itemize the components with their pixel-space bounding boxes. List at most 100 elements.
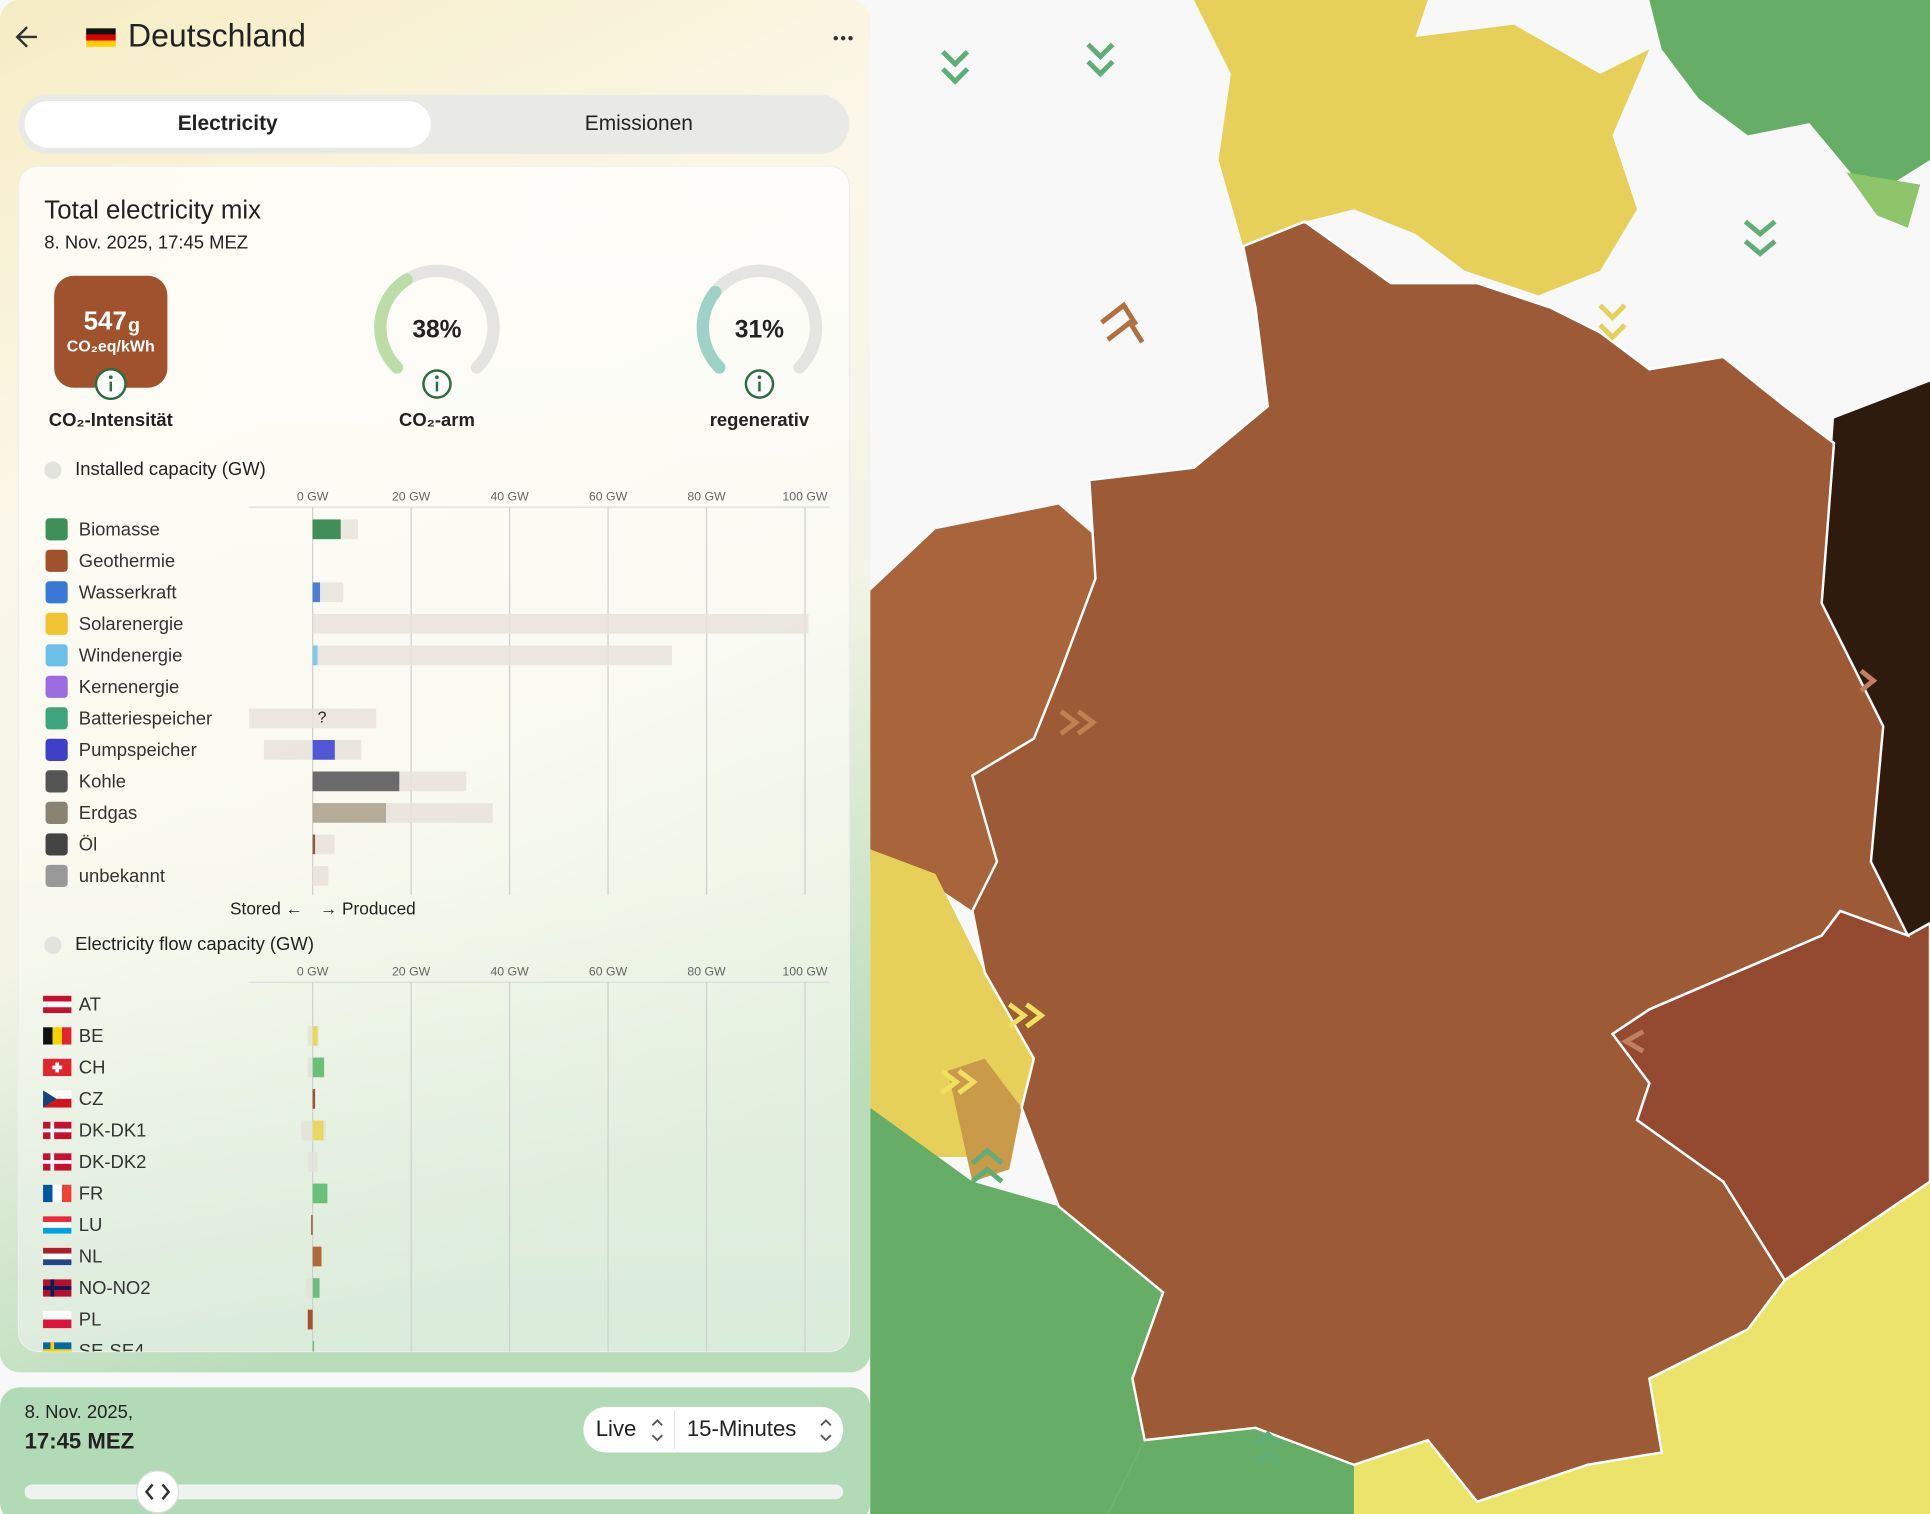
row-label: NL [79,1246,103,1267]
flag-stripe [43,1319,72,1329]
flag-stripe [43,1001,72,1008]
region-island[interactable] [1846,172,1921,228]
row-label: Geothermie [79,550,175,571]
bar [312,1246,322,1267]
bar [312,1089,316,1109]
flow-arrow [1059,709,1098,736]
row-label: Pumpspeicher [79,739,197,760]
bar [312,1183,328,1204]
region-poland[interactable] [1821,381,1930,936]
region-austria[interactable] [1353,1181,1930,1514]
source-icon [45,864,68,887]
region-sweden[interactable] [1649,0,1930,197]
x-tick-label: 0 GW [297,965,329,979]
card [17,165,850,1353]
source-icon [45,833,68,856]
x-tick-label: 80 GW [687,965,726,979]
row-label: Kohle [79,770,126,791]
info-icon[interactable] [94,368,127,401]
source-icon [45,801,68,824]
flow-arrow [1743,219,1777,257]
bar [312,1278,320,1298]
tab-label[interactable]: Electricity [178,112,278,135]
x-tick-label: 80 GW [687,490,726,504]
capacity-bar [249,708,377,729]
x-tick-label: 20 GW [392,965,431,979]
bar [312,645,318,666]
map[interactable] [870,0,1930,1514]
side-panel: Deutschland Electricity Emissionen Total… [0,0,871,1514]
row-label: Biomasse [79,518,160,539]
section-toggle[interactable] [44,461,62,479]
gauge-value: 31% [735,317,784,344]
flag-cross [52,1065,63,1070]
resolution-select[interactable]: 15-Minutes [687,1416,797,1441]
country-title: Deutschland [128,18,306,54]
flow-arrow [1100,301,1145,344]
axis-label: Stored ← [230,898,303,918]
row-label: CH [79,1057,106,1078]
x-tick-label: 20 GW [392,490,431,504]
bar [307,1309,313,1330]
capacity-bar [263,740,362,760]
row-label: Windenergie [79,644,183,665]
flow-chart: Electricity flow capacity (GW) 0 GW 20 GW 4… [43,933,830,1361]
row-label: Kernenergie [79,676,180,697]
select-icon [651,1419,663,1442]
intensity-unit: g [128,314,140,336]
x-tick-label: 60 GW [589,490,628,504]
row-label: CZ [79,1088,104,1109]
flow-arrow [1007,1002,1046,1029]
row-label: SE-SE4 [79,1340,145,1361]
flag-stripe [43,1098,72,1108]
gauge-label: regenerativ [710,409,810,430]
region-netherlands[interactable] [870,504,1102,911]
flag-cross [43,1128,72,1133]
tab-active[interactable] [24,100,431,148]
flag-cross [43,1349,72,1352]
flag-stripe [43,1222,72,1228]
flag-stripe [43,1090,72,1099]
select-icon [820,1419,832,1442]
card-content: Total electricity mix 8. Nov. 2025, 17:4… [43,197,830,1361]
gauges: 38% CO₂-arm 31% regenerativ [374,264,823,430]
intensity-box[interactable] [54,275,168,388]
flag-stripe [52,1027,62,1045]
row-label: FR [79,1183,104,1204]
source-icon [45,549,68,572]
card-date: 8. Nov. 2025, 17:45 MEZ [44,232,248,253]
section-toggle[interactable] [44,936,62,954]
bar [312,1120,324,1141]
flow-arrow [941,49,970,85]
source-icon [45,770,68,793]
capacity-bar [312,582,344,603]
intensity-label: CO₂-Intensität [49,409,173,430]
x-tick-label: 0 GW [297,490,329,504]
intensity-value: 547 [84,307,127,335]
flag-stripe [52,1184,62,1203]
flow-arrow [1621,1029,1645,1054]
flag-stripe [43,1227,72,1234]
region-france[interactable] [870,1107,1164,1514]
row-label: Wasserkraft [79,581,177,602]
back-button[interactable] [15,26,37,48]
bar [311,1215,313,1235]
info-icon-dot [435,375,439,380]
row-label: DK-DK1 [79,1120,147,1141]
region-switzerland[interactable] [1107,1427,1367,1514]
slider-thumb[interactable] [136,1470,180,1514]
timeline-time: 17:45 MEZ [25,1428,135,1453]
source-icon [45,675,68,698]
more-menu[interactable] [833,35,853,41]
slider-track[interactable] [24,1484,844,1500]
tab-label[interactable]: Emissionen [585,112,693,135]
mode-select[interactable]: Live [596,1416,637,1441]
source-icon [45,518,68,541]
bar [312,519,341,540]
capacity-chart: Installed capacity (GW) 0 GW 20 GW 40 GW 60 … [44,458,830,918]
region-germany[interactable] [970,220,1911,1504]
region-denmark[interactable] [1193,0,1650,296]
source-icon [45,612,68,635]
